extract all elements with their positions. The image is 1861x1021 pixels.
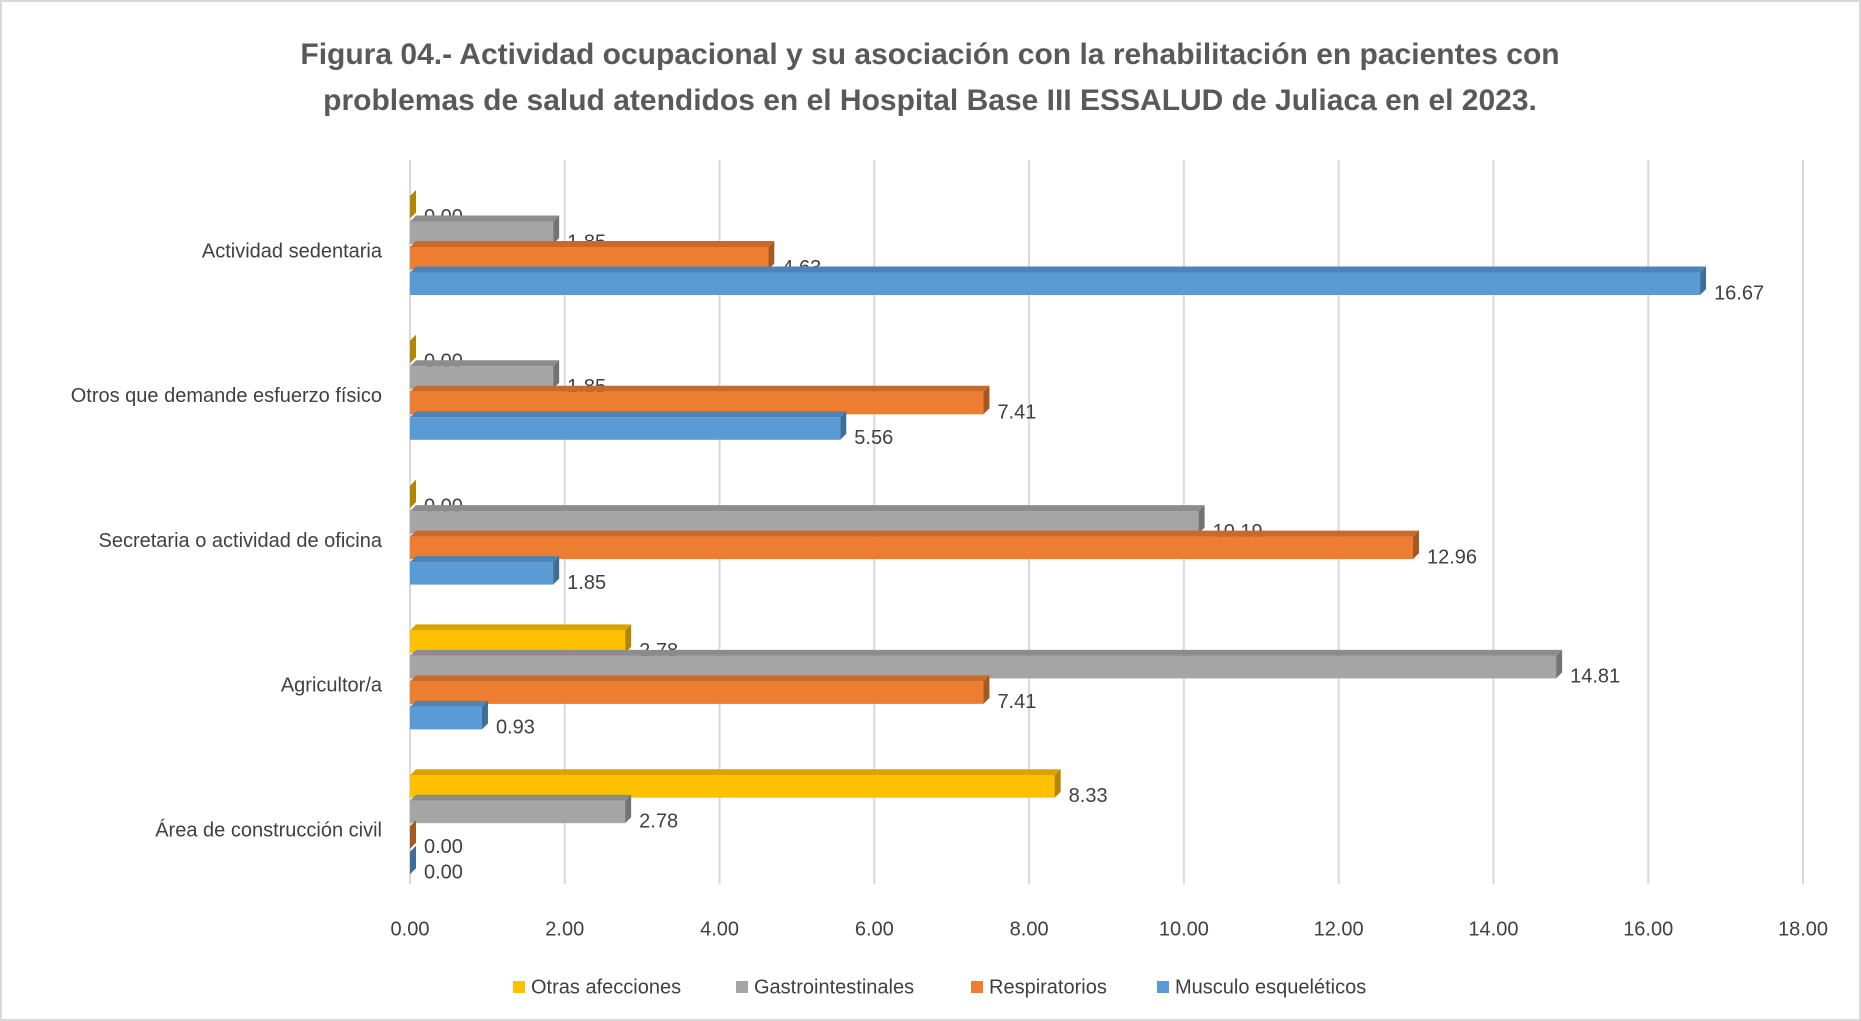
bar-top: [410, 624, 632, 631]
y-tick-label: Actividad sedentaria: [202, 240, 383, 262]
bar: [410, 247, 769, 270]
bar-top: [410, 700, 488, 707]
bar-top: [410, 360, 560, 367]
bar-side: [553, 360, 560, 389]
x-tick-label: 10.00: [1159, 918, 1209, 940]
chart-title: Figura 04.- Actividad ocupacional y su a…: [300, 38, 1559, 71]
bar: [410, 800, 626, 824]
bar-side: [1054, 769, 1061, 798]
x-tick-label: 4.00: [700, 918, 739, 940]
bar-top: [410, 411, 847, 418]
data-label: 16.67: [1714, 282, 1764, 304]
legend-label: Gastrointestinales: [754, 976, 914, 998]
x-tick-label: 12.00: [1314, 918, 1364, 940]
bar-top: [410, 385, 990, 392]
bar-top: [410, 769, 1061, 776]
legend-label: Otras afecciones: [531, 976, 681, 998]
bar: [410, 366, 554, 389]
bar: [410, 417, 841, 440]
bar-top: [410, 241, 775, 247]
x-tick-label: 6.00: [855, 918, 894, 940]
data-label: 8.33: [1069, 785, 1108, 807]
bar-top: [410, 215, 560, 222]
data-label: 7.41: [997, 691, 1036, 713]
legend-swatch: [513, 981, 525, 993]
bar: [410, 630, 626, 653]
bar-side: [410, 820, 416, 849]
bar-side: [410, 479, 416, 509]
data-label: 2.78: [639, 810, 678, 832]
y-tick-label: Secretaria o actividad de oficina: [99, 530, 383, 552]
legend-swatch: [971, 981, 983, 993]
bar-side: [410, 845, 416, 875]
x-tick-label: 8.00: [1010, 918, 1049, 940]
bar-top: [410, 530, 1419, 537]
legend-swatch: [736, 981, 748, 993]
bar-side: [481, 700, 488, 730]
bar: [410, 562, 554, 585]
bar-side: [840, 411, 847, 440]
y-tick-label: Otros que demande esfuerzo físico: [71, 385, 382, 407]
bar-side: [1700, 266, 1707, 295]
bar: [410, 511, 1199, 534]
data-label: 0.00: [424, 836, 463, 858]
bar: [410, 272, 1701, 295]
bar: [410, 706, 482, 730]
bar: [410, 681, 984, 704]
bar-side: [553, 556, 560, 585]
bar-side: [1412, 530, 1419, 560]
bar-top: [410, 556, 560, 563]
bar-side: [553, 215, 560, 244]
bar-side: [983, 385, 990, 415]
bar-side: [410, 334, 416, 364]
bar-side: [768, 241, 775, 270]
data-label: 1.85: [567, 572, 606, 594]
bar-top: [410, 266, 1707, 273]
bar-side: [983, 675, 990, 704]
bar: [410, 391, 984, 415]
x-tick-label: 18.00: [1778, 918, 1828, 940]
bar-side: [1556, 649, 1563, 679]
legend-swatch: [1157, 981, 1169, 993]
x-tick-label: 14.00: [1468, 918, 1518, 940]
x-tick-label: 0.00: [391, 918, 430, 940]
legend-label: Musculo esqueléticos: [1175, 976, 1366, 998]
y-tick-label: Área de construcción civil: [155, 818, 382, 841]
bar-side: [625, 794, 632, 824]
bar-top: [410, 794, 632, 801]
legend-label: Respiratorios: [989, 976, 1107, 998]
data-label: 7.41: [997, 402, 1036, 424]
bar: [410, 655, 1557, 679]
y-tick-label: Agricultor/a: [281, 675, 383, 697]
bar: [410, 775, 1055, 798]
data-label: 14.81: [1570, 666, 1620, 688]
x-tick-label: 2.00: [545, 918, 584, 940]
bar-side: [410, 190, 416, 219]
data-label: 0.00: [424, 861, 463, 883]
bar-top: [410, 675, 990, 682]
bar-top: [410, 649, 1563, 656]
bar: [410, 221, 554, 244]
bar: [410, 536, 1413, 560]
data-label: 0.93: [496, 717, 535, 739]
bar-side: [625, 624, 632, 653]
bar-top: [410, 505, 1205, 512]
x-tick-label: 16.00: [1623, 918, 1673, 940]
data-label: 12.96: [1427, 546, 1477, 568]
bar-side: [1198, 505, 1205, 534]
chart-title: problemas de salud atendidos en el Hospi…: [323, 84, 1537, 117]
data-label: 5.56: [854, 427, 893, 449]
